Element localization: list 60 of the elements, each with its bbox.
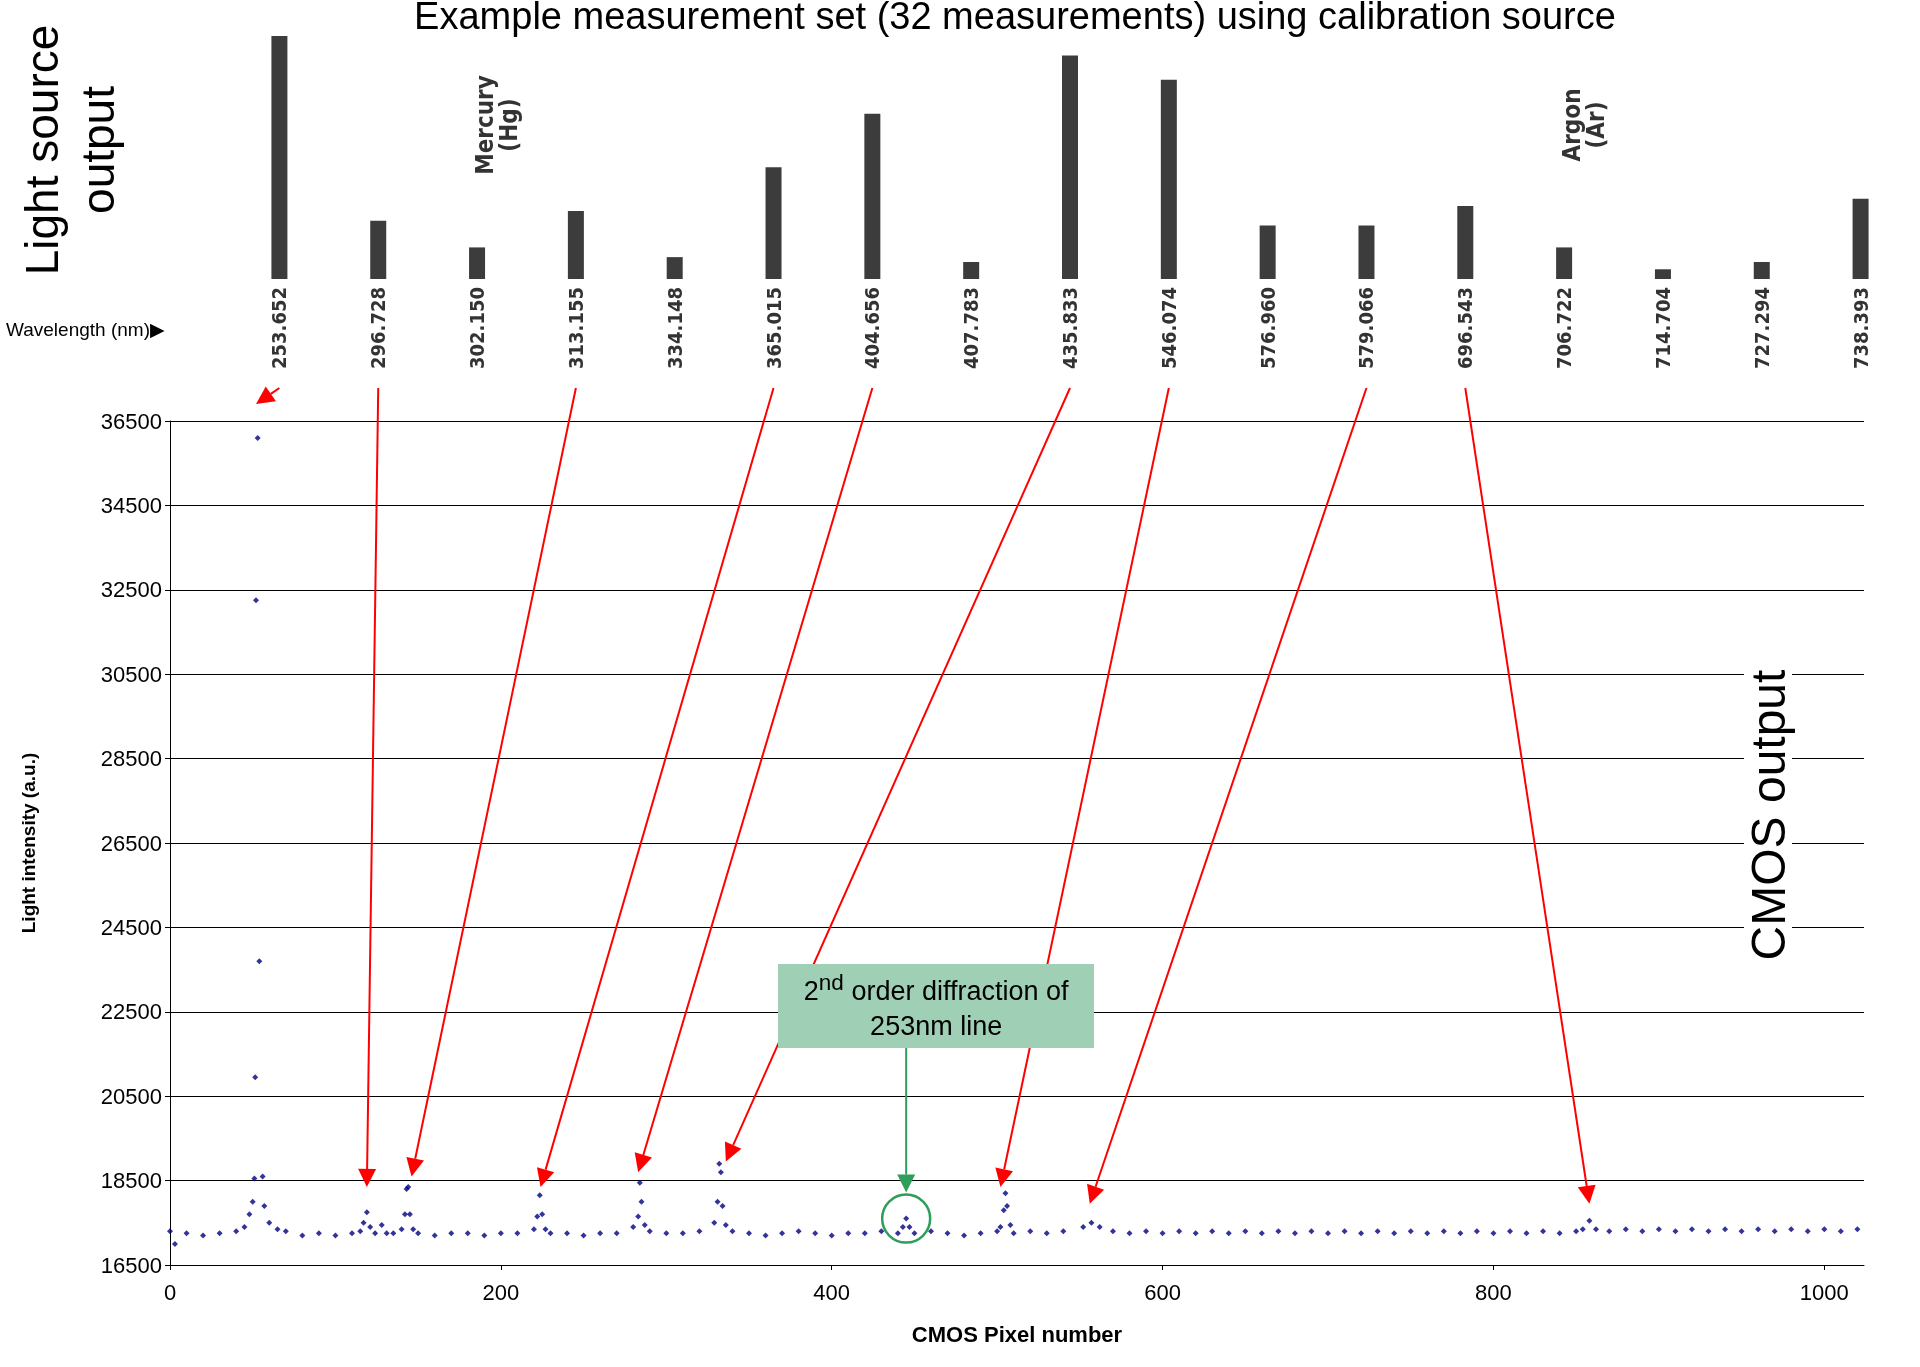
x-tick-label: 600 [1144, 1279, 1181, 1305]
x-tick-label: 407.783 [959, 287, 984, 369]
annotation: 2$^{nd}$ order diffraction of 253nm line [778, 964, 1095, 1049]
y-axis-title: Light intensity (a.u.) [18, 752, 39, 934]
x-tick-label: 714.704 [1650, 287, 1675, 369]
x-tick-label: 302.150 [465, 287, 490, 369]
bar [1753, 261, 1770, 279]
y-tick-label: 34500 [100, 492, 162, 518]
x-tick-label: 253.652 [267, 287, 292, 369]
x-tick-label: 576.960 [1255, 287, 1280, 369]
annotation: Argon (Ar) [1557, 88, 1610, 162]
y-axis-title: Light source output [16, 24, 124, 276]
x-tick-label: 435.833 [1058, 287, 1082, 369]
x-tick-label: 296.728 [366, 287, 391, 369]
annotation: CMOS output [1741, 669, 1795, 961]
x-axis-title: CMOS Pixel number [911, 1321, 1123, 1347]
y-tick-label: 36500 [100, 408, 162, 434]
x-tick-label: 334.148 [662, 287, 687, 369]
y-tick-label: 24500 [100, 914, 162, 940]
bar [567, 210, 584, 279]
y-tick-label: 20500 [100, 1083, 162, 1109]
x-tick-label: 727.294 [1749, 287, 1774, 369]
y-tick-label: 18500 [100, 1168, 162, 1194]
bar [370, 220, 387, 279]
x-tick-label: 400 [813, 1279, 851, 1305]
x-tick-label: 0 [163, 1279, 177, 1305]
bar [765, 167, 782, 279]
y-tick-label: 22500 [100, 999, 162, 1025]
x-tick-label: 696.543 [1453, 287, 1478, 369]
x-tick-label: 365.015 [761, 287, 786, 369]
bar [864, 113, 881, 279]
bar [963, 261, 980, 279]
bar [1556, 247, 1573, 279]
bar [1259, 225, 1276, 279]
annotation: Mercury (Hg) [470, 75, 523, 175]
x-tick-label: 200 [482, 1279, 520, 1305]
bar [1358, 225, 1375, 279]
x-tick-label: 800 [1475, 1279, 1512, 1305]
x-tick-label: 579.066 [1354, 287, 1379, 369]
x-tick-label: 1000 [1799, 1279, 1849, 1305]
bar [1852, 198, 1869, 279]
y-tick-label: 30500 [100, 661, 162, 687]
bar [1062, 55, 1078, 279]
y-tick-label: 26500 [100, 830, 162, 856]
x-tick-label: 706.722 [1552, 287, 1577, 369]
x-tick-label: 546.074 [1156, 287, 1181, 369]
x-axis-title: Wavelength (nm)▶ [6, 319, 165, 340]
x-tick-label: 738.393 [1848, 287, 1873, 369]
bar [271, 36, 288, 279]
bar [1457, 206, 1474, 279]
bar [666, 257, 683, 279]
chart-title: Example measurement set (32 measurements) using calibration source [414, 0, 1616, 37]
x-tick-label: 404.656 [860, 287, 885, 369]
y-tick-label: 16500 [100, 1252, 162, 1278]
y-tick-label: 28500 [100, 746, 162, 772]
bar [1160, 79, 1177, 279]
y-tick-label: 32500 [100, 577, 162, 603]
x-tick-label: 313.155 [563, 287, 588, 369]
bar [469, 247, 486, 279]
bar [1654, 269, 1671, 279]
